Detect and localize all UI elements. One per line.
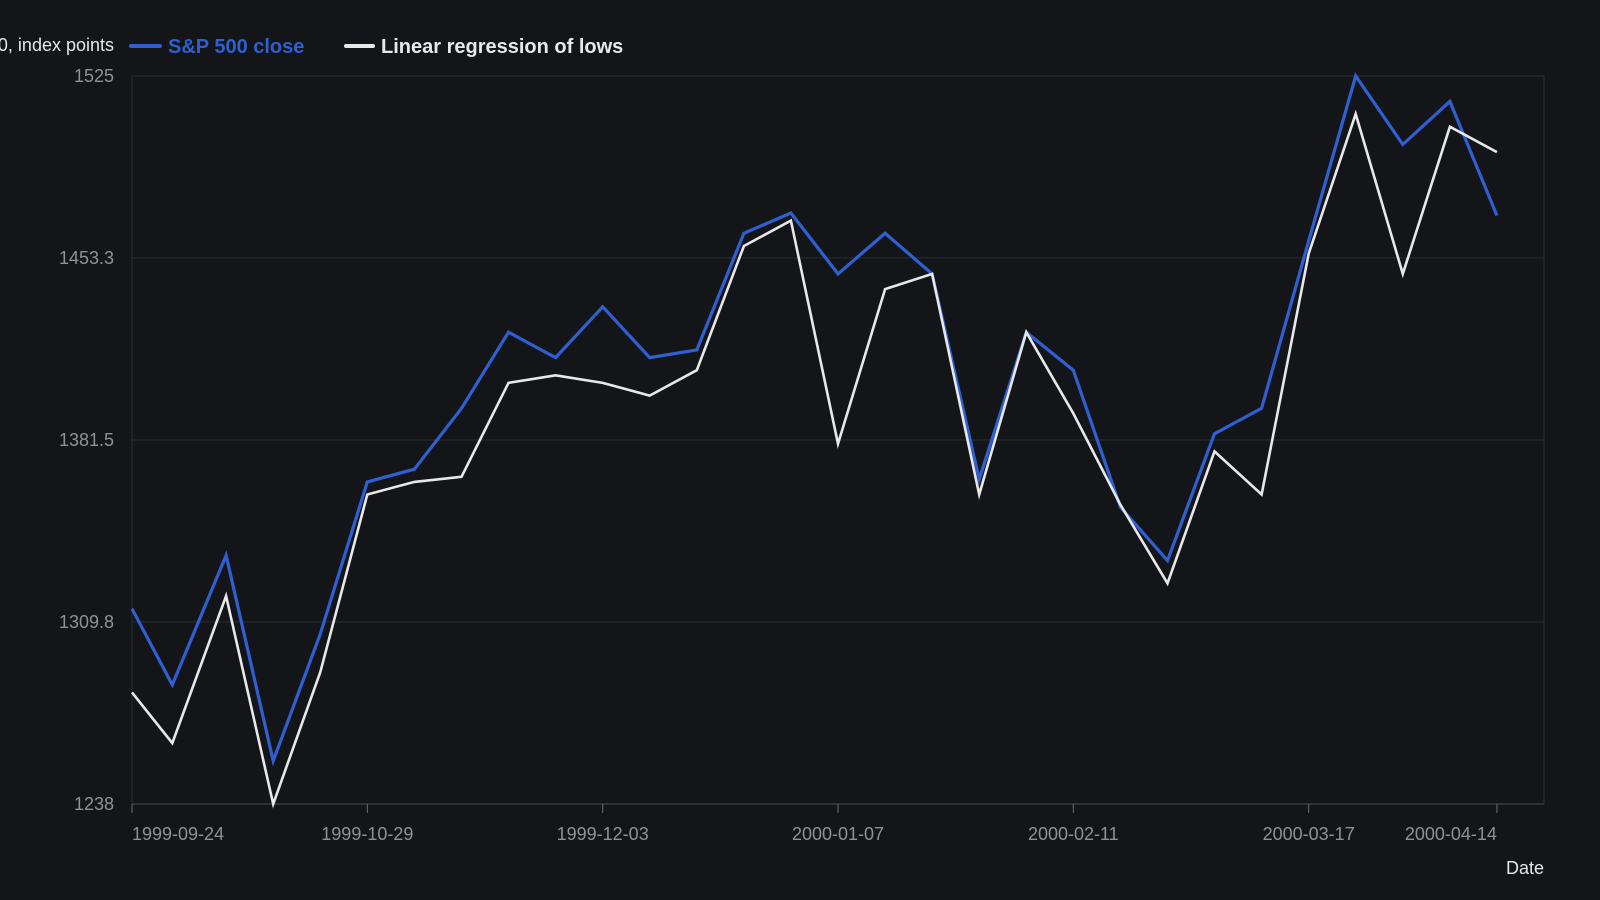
x-tick-label: 2000-01-07 — [792, 824, 884, 844]
x-tick-label: 1999-12-03 — [557, 824, 649, 844]
legend-label-regression[interactable]: Linear regression of lows — [381, 36, 623, 58]
axes — [131, 76, 1545, 804]
y-axis-ticks: 1238 1309.8 1381.5 1453.3 1525 — [59, 66, 114, 814]
y-tick-label: 1381.5 — [59, 430, 114, 450]
y-tick-label: 1525 — [74, 66, 114, 86]
x-tick-label: 2000-04-14 — [1405, 824, 1497, 844]
y-tick-label: 1453.3 — [59, 248, 114, 268]
y-tick-label: 1238 — [74, 794, 114, 814]
legend[interactable]: S&P 500 close Linear regression of lows — [129, 36, 623, 58]
x-axis-ticks: 1999-09-24 1999-10-29 1999-12-03 2000-01-07… — [131, 804, 1498, 844]
x-tick-label: 1999-10-29 — [321, 824, 413, 844]
x-axis-label: Date — [1506, 858, 1544, 878]
y-tick-label: 1309.8 — [59, 612, 114, 632]
series-lines — [130, 72, 1499, 809]
series-line-regression-lows — [130, 109, 1498, 809]
y-axis-label: S&P 500, index points — [0, 35, 114, 55]
x-tick-label: 2000-02-11 — [1028, 824, 1119, 844]
series-line-sp500-close — [130, 72, 1499, 767]
x-tick-label: 1999-09-24 — [132, 824, 224, 844]
x-tick-label: 2000-03-17 — [1263, 824, 1355, 844]
legend-label-sp500-close[interactable]: S&P 500 close — [168, 36, 304, 58]
